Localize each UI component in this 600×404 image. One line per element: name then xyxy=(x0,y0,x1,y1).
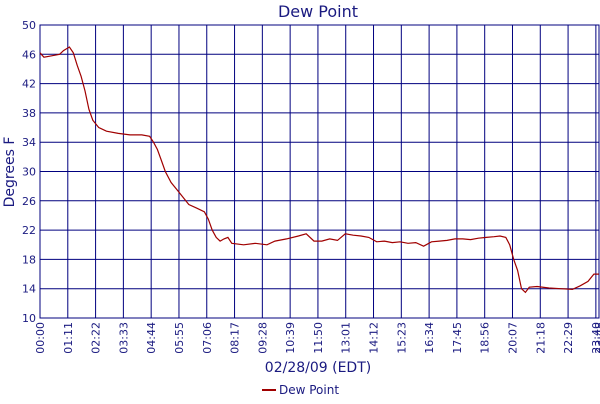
x-tick-label: 18:56 xyxy=(479,322,492,354)
x-tick-label: 04:44 xyxy=(145,322,158,354)
y-tick-label: 18 xyxy=(22,253,36,266)
legend-label: Dew Point xyxy=(279,383,339,397)
x-tick-label: 09:28 xyxy=(256,322,269,354)
x-tick-label: 20:07 xyxy=(506,322,519,354)
y-tick-label: 26 xyxy=(22,195,36,208)
chart-title: Dew Point xyxy=(278,2,358,21)
x-tick-label: 01:11 xyxy=(62,322,75,354)
y-tick-label: 38 xyxy=(22,107,36,120)
x-tick-label: 15:23 xyxy=(395,322,408,354)
x-tick-label: 23:40 xyxy=(590,322,600,354)
y-tick-label: 10 xyxy=(22,312,36,325)
x-tick-label: 03:33 xyxy=(117,322,130,354)
x-tick-label: 14:12 xyxy=(368,322,381,354)
x-axis-label: 02/28/09 (EDT) xyxy=(265,360,371,376)
x-tick-label: 21:18 xyxy=(534,322,547,354)
x-tick-label: 22:29 xyxy=(562,322,575,354)
x-tick-label: 11:50 xyxy=(312,322,325,354)
x-tick-label: 13:01 xyxy=(340,322,353,354)
x-tick-label: 23:48 xyxy=(593,322,600,354)
x-tick-label: 02:22 xyxy=(90,322,103,354)
x-tick-label: 07:06 xyxy=(201,322,214,354)
x-tick-label: 17:45 xyxy=(451,322,464,354)
y-tick-label: 34 xyxy=(22,136,36,149)
x-tick-label: 16:34 xyxy=(423,322,436,354)
data-line xyxy=(39,46,599,294)
y-tick-label: 14 xyxy=(22,283,36,296)
y-tick-label: 50 xyxy=(22,19,36,32)
y-tick-label: 22 xyxy=(22,224,36,237)
x-tick-label: 10:39 xyxy=(284,322,297,354)
y-axis-label: Degrees F xyxy=(2,137,18,208)
y-tick-label: 42 xyxy=(22,78,36,91)
x-tick-label: 00:00 xyxy=(34,322,47,354)
x-tick-label: 05:55 xyxy=(173,322,186,354)
y-tick-label: 46 xyxy=(22,48,36,61)
x-tick-label: 08:17 xyxy=(229,322,242,354)
y-tick-label: 30 xyxy=(22,166,36,179)
